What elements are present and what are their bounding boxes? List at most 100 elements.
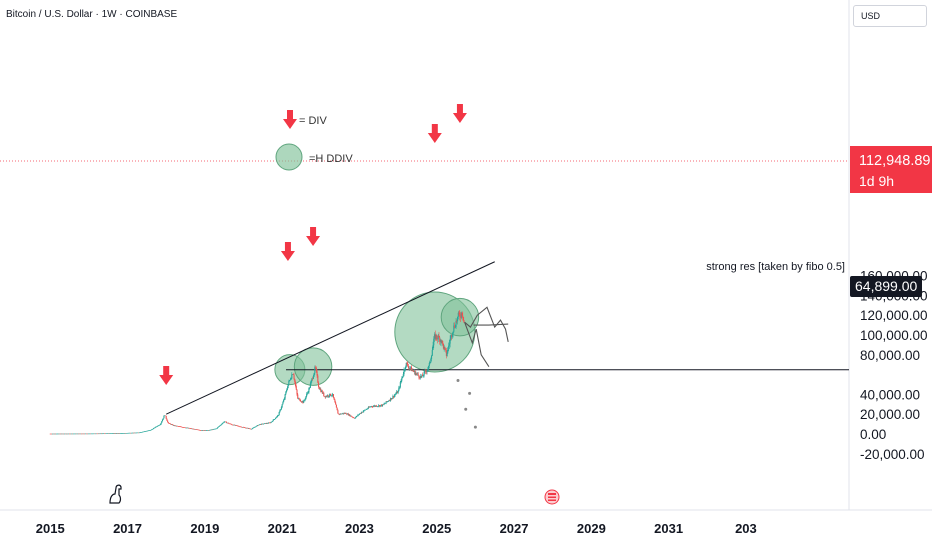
candle-body <box>66 433 68 435</box>
candle-body <box>289 379 291 382</box>
candle-body <box>288 381 290 385</box>
trendline-group <box>165 261 495 415</box>
candle-body <box>454 325 456 328</box>
candle-body <box>459 316 462 318</box>
candle-body <box>51 433 54 435</box>
candle-body <box>336 407 338 411</box>
candle-body <box>123 433 125 434</box>
candle-body <box>173 425 175 426</box>
candle-body <box>445 350 447 357</box>
candle-body <box>119 433 121 434</box>
candle-body <box>82 433 84 435</box>
candle-body <box>180 426 182 428</box>
candle-body <box>411 370 413 372</box>
candle-body <box>142 431 144 433</box>
candle-body <box>57 433 59 435</box>
candle-body <box>71 433 74 435</box>
time-axis[interactable]: 2015 2017 2019 2021 2023 2025 2027 2029 2031 203 <box>36 521 757 536</box>
candle-body <box>312 376 314 379</box>
candle-body <box>374 405 376 407</box>
candle-body <box>402 376 404 378</box>
candle-body <box>436 338 439 340</box>
candle-body <box>412 370 414 372</box>
candle-body <box>292 374 294 375</box>
news-event-icon[interactable] <box>544 489 560 505</box>
candle-body <box>147 430 149 432</box>
dino-logo-icon <box>109 484 122 504</box>
candle-body <box>379 405 381 407</box>
candle-body <box>433 334 436 339</box>
candle-body <box>285 391 287 395</box>
candle-body <box>107 433 109 434</box>
candle-body <box>391 398 393 400</box>
candle-body <box>73 433 75 435</box>
candle-body <box>264 423 266 424</box>
candle-body <box>210 429 213 431</box>
candle-body <box>389 400 391 401</box>
candle-body <box>352 416 354 418</box>
candle-body <box>94 433 96 435</box>
legend-hdiv-label: =H DDIV <box>309 153 353 165</box>
candle-body <box>321 390 323 394</box>
candle-body <box>144 431 146 432</box>
candle-body <box>153 427 155 429</box>
candle-body <box>370 406 372 407</box>
candle-body <box>341 413 343 415</box>
candle-body <box>219 425 221 427</box>
candle-body <box>177 426 179 427</box>
candle-body <box>333 397 335 400</box>
candle-body <box>156 426 158 427</box>
candle-body <box>237 425 239 427</box>
candle-body <box>439 337 441 342</box>
outlier-dot <box>473 425 477 429</box>
candle-body <box>161 419 164 422</box>
candle-body <box>239 426 242 428</box>
candle-body <box>75 433 77 435</box>
candle-body <box>50 433 52 435</box>
candle-body <box>98 433 100 435</box>
candle-body <box>121 433 123 434</box>
candle-body <box>257 425 259 426</box>
candle-body <box>258 424 260 426</box>
candle-body <box>353 417 355 419</box>
currency-button[interactable]: USD <box>853 5 927 27</box>
current-price-tag: 112,948.89 1d 9h <box>850 146 932 193</box>
candle-body <box>166 418 168 421</box>
candle-body <box>341 413 343 415</box>
price-axis[interactable]: 160,000.00140,000.00120,000.00100,000.00… <box>860 269 928 462</box>
candle-body <box>422 374 424 376</box>
candle-body <box>155 426 157 428</box>
candle-body <box>270 422 272 423</box>
candle-body <box>115 433 117 434</box>
candle-body <box>342 413 344 415</box>
outlier-dot <box>464 407 468 411</box>
candle-body <box>121 433 123 434</box>
candle-body <box>261 423 263 425</box>
candle-body <box>455 320 457 328</box>
candle-body <box>212 429 214 430</box>
candle-body <box>377 406 379 407</box>
candle-body <box>283 398 285 400</box>
candle-body <box>112 433 114 434</box>
candle-body <box>438 335 440 338</box>
candle-body <box>80 433 82 435</box>
candle-body <box>260 423 262 425</box>
candle-body <box>66 433 68 435</box>
candle-body <box>136 432 138 434</box>
candle-body <box>165 416 167 419</box>
candle-body <box>111 433 113 434</box>
candle-body <box>326 395 328 397</box>
candle-body <box>393 396 395 398</box>
candle-body <box>344 413 346 414</box>
candle-body <box>300 401 303 403</box>
candle-body <box>199 430 201 431</box>
candle-body <box>77 433 80 435</box>
candle-body <box>100 433 102 435</box>
candle-body <box>253 427 255 428</box>
candle-body <box>407 366 410 369</box>
candle-body <box>216 428 218 430</box>
candle-body <box>446 352 448 357</box>
candle-body <box>54 433 56 435</box>
candle-body <box>97 433 99 435</box>
